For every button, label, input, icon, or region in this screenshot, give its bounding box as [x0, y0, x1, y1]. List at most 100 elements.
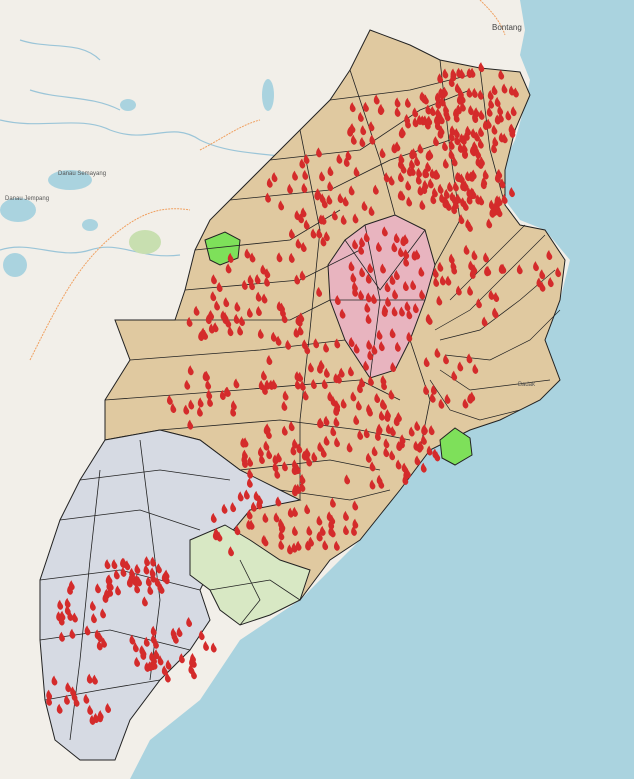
fire-icon — [266, 177, 273, 188]
fire-icon — [147, 584, 154, 595]
fire-icon — [410, 279, 417, 290]
fire-icon — [247, 468, 254, 479]
fire-icon — [294, 274, 301, 285]
fire-icon — [315, 188, 322, 199]
fire-icon — [429, 392, 436, 403]
fire-icon — [455, 285, 462, 296]
fire-icon — [170, 403, 177, 414]
fire-icon — [445, 275, 452, 286]
fire-icon — [459, 68, 465, 79]
fire-icon — [86, 673, 93, 684]
fire-icon — [233, 313, 240, 324]
fire-icon — [426, 115, 433, 126]
fire-icon — [262, 536, 269, 547]
fire-icon — [417, 440, 424, 451]
fire-icon — [303, 153, 310, 164]
fire-icon — [438, 87, 445, 98]
fire-icon — [287, 507, 294, 518]
fire-icon — [189, 656, 195, 667]
fire-icon — [401, 462, 408, 473]
fire-icon — [333, 405, 340, 416]
fire-icon — [469, 145, 476, 156]
fire-icon — [327, 166, 334, 177]
fire-icon — [56, 703, 63, 714]
fire-icon — [389, 274, 396, 285]
fire-icon — [368, 375, 374, 386]
fire-icon — [292, 525, 298, 536]
fire-icon — [340, 398, 347, 409]
fire-icon — [460, 101, 466, 112]
fire-icon — [516, 264, 523, 275]
fire-icon — [143, 636, 150, 647]
fire-icon — [363, 232, 370, 243]
fire-icon — [343, 156, 350, 167]
fire-icon — [221, 503, 228, 514]
fire-icon — [403, 256, 410, 267]
fire-icon — [210, 512, 217, 523]
fire-icon — [120, 566, 127, 577]
fire-icon — [104, 588, 110, 599]
fire-icon — [357, 111, 364, 122]
fire-icon — [304, 504, 311, 515]
southeast-district[interactable] — [189, 524, 311, 626]
fire-icon — [389, 426, 396, 437]
fire-icon — [273, 512, 280, 523]
fire-icon — [404, 301, 411, 312]
fire-icon — [84, 625, 91, 636]
fire-icon — [368, 121, 375, 132]
fire-icon — [262, 512, 269, 523]
fire-icon — [333, 416, 340, 427]
fire-icon — [393, 233, 400, 244]
fire-icon — [136, 576, 143, 587]
fire-icon — [233, 378, 240, 389]
fire-icon — [288, 252, 295, 263]
south-district[interactable] — [39, 429, 302, 761]
fire-icon — [359, 237, 365, 248]
fire-icon — [300, 207, 307, 218]
fire-icon — [317, 363, 323, 374]
fire-icon — [453, 181, 459, 192]
fire-icon — [454, 135, 461, 146]
fire-icon — [176, 626, 183, 637]
north-district[interactable] — [104, 29, 566, 601]
fire-icon — [359, 136, 366, 147]
fire-icon — [100, 608, 106, 619]
fire-icon — [439, 275, 446, 286]
fire-icon — [505, 110, 512, 121]
fire-icon — [469, 391, 476, 402]
fire-icon — [51, 675, 58, 686]
fire-icon — [281, 313, 288, 324]
fire-icon — [479, 156, 485, 167]
fire-icon — [442, 140, 448, 151]
fire-icon — [300, 242, 307, 253]
fire-icon — [353, 166, 360, 177]
fire-icon — [91, 613, 97, 624]
fire-icon — [144, 556, 151, 567]
fire-icon — [414, 455, 421, 466]
fire-icon — [214, 300, 220, 311]
fire-icon — [429, 106, 436, 117]
fire-icon — [230, 406, 237, 417]
fire-icon — [204, 370, 210, 381]
fire-icon — [64, 597, 71, 608]
fire-icon — [359, 267, 366, 278]
fire-icon — [374, 430, 381, 441]
fire-icon — [353, 343, 360, 354]
fire-icon — [437, 183, 444, 194]
fire-icon — [134, 656, 141, 667]
green-patch-east[interactable] — [439, 427, 473, 466]
fire-icon — [487, 89, 494, 100]
fire-icon — [256, 305, 262, 316]
fire-icon — [207, 396, 214, 407]
fire-icon — [391, 306, 398, 317]
fire-icon — [278, 530, 285, 541]
fire-icon — [351, 525, 357, 536]
fire-icon — [296, 316, 303, 327]
fire-icon — [336, 153, 343, 164]
fire-icon — [454, 82, 461, 93]
fire-icon — [546, 250, 553, 261]
fire-icon — [399, 126, 406, 137]
fire-icon — [476, 298, 482, 309]
fire-icon — [412, 107, 419, 118]
